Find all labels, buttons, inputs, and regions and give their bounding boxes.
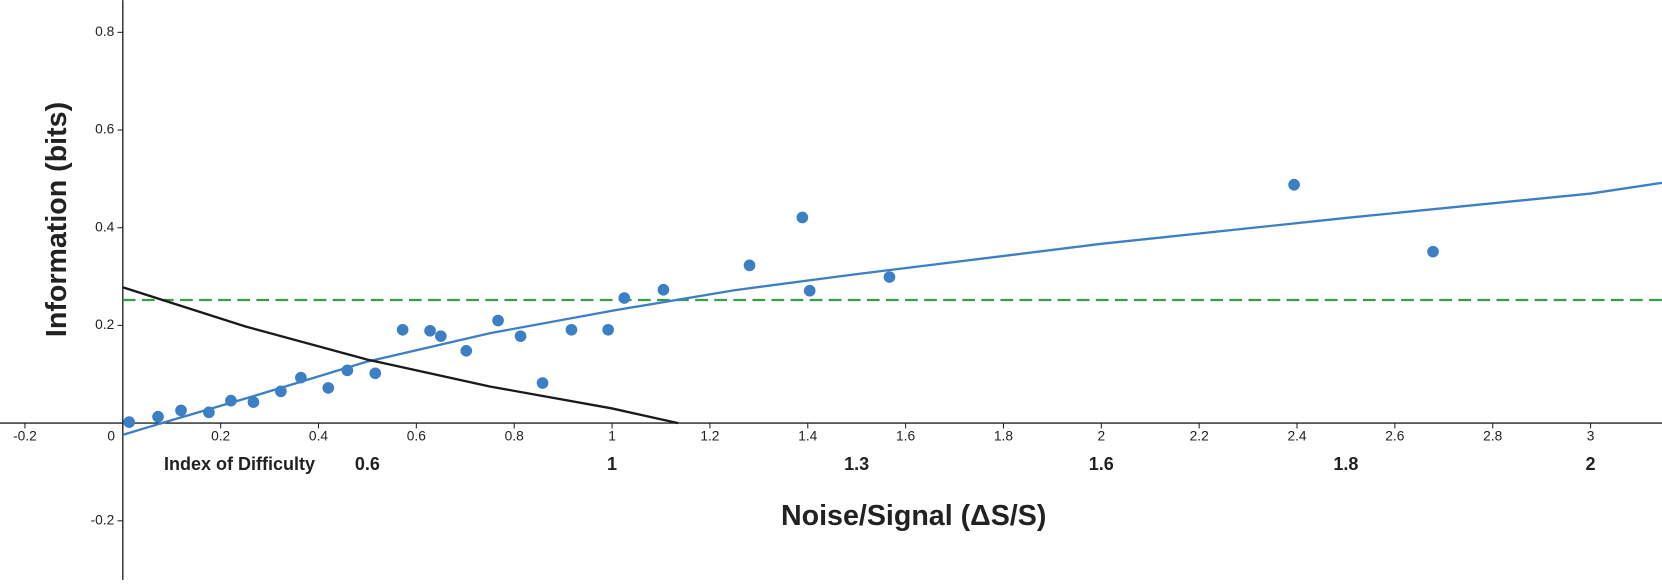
secondary-tick-label: 2 — [1586, 454, 1596, 474]
data-point — [1288, 178, 1300, 191]
x-tick-label: 2.4 — [1287, 429, 1306, 444]
data-point — [492, 314, 504, 327]
data-point — [883, 271, 896, 283]
data-point — [657, 283, 670, 296]
data-point — [434, 330, 447, 342]
y-tick-label: 0.8 — [95, 24, 114, 39]
data-point — [295, 371, 307, 384]
data-point — [341, 364, 354, 377]
x-tick-label: 3 — [1587, 429, 1595, 444]
secondary-tick-label: 1.3 — [844, 454, 869, 474]
y-tick-label: 0.6 — [95, 122, 114, 137]
data-point — [514, 330, 527, 342]
data-point — [460, 344, 473, 357]
data-point — [618, 292, 631, 304]
x-tick-label: -0.2 — [13, 429, 37, 444]
data-point — [536, 377, 549, 389]
x-tick-label: 2.8 — [1483, 429, 1502, 444]
y-tick-label: 0.2 — [95, 317, 114, 332]
secondary-tick-label: 1 — [607, 454, 617, 474]
data-point — [424, 324, 436, 337]
fit-line — [122, 286, 679, 425]
data-point — [225, 394, 237, 407]
data-point — [175, 404, 187, 417]
x-tick-label: 1.4 — [798, 429, 817, 444]
x-tick-label: 1.2 — [700, 429, 719, 444]
data-point — [123, 416, 135, 428]
data-point — [803, 284, 816, 297]
x-tick-label: 2.6 — [1385, 429, 1404, 444]
x-tick-label: 2 — [1097, 429, 1105, 444]
data-point — [1427, 245, 1439, 258]
x-axis-title: Noise/Signal (ΔS/S) — [781, 500, 1046, 532]
secondary-tick-label: 1.8 — [1333, 454, 1358, 474]
x-tick-label: 1 — [608, 429, 616, 444]
secondary-tick-label: 1.6 — [1089, 454, 1114, 474]
x-tick-label: 0.8 — [505, 429, 524, 444]
x-tick-label: 0.6 — [407, 429, 426, 444]
data-point — [203, 406, 215, 419]
fit-line — [122, 181, 1662, 436]
x-tick-label: 0 — [107, 429, 115, 444]
data-point — [322, 382, 335, 394]
data-point — [247, 396, 260, 408]
y-tick-label: -0.2 — [91, 512, 115, 527]
data-point — [369, 367, 382, 380]
x-tick-label: 0.4 — [309, 429, 328, 444]
x-tick-label: 1.8 — [994, 429, 1013, 444]
data-point — [396, 323, 409, 336]
y-axis-title: Information (bits) — [41, 102, 73, 337]
x-tick-label: 2.2 — [1190, 429, 1209, 444]
data-point — [796, 211, 809, 224]
data-point — [602, 323, 614, 336]
y-tick-label: 0.4 — [95, 219, 114, 234]
secondary-axis-title: Index of Difficulty — [164, 454, 315, 474]
data-point — [152, 410, 164, 423]
data-point — [275, 385, 287, 398]
x-tick-label: 1.6 — [896, 429, 915, 444]
data-point — [743, 259, 756, 272]
x-tick-label: 0.2 — [211, 429, 230, 444]
secondary-tick-label: 0.6 — [355, 454, 380, 474]
data-point — [565, 323, 578, 336]
